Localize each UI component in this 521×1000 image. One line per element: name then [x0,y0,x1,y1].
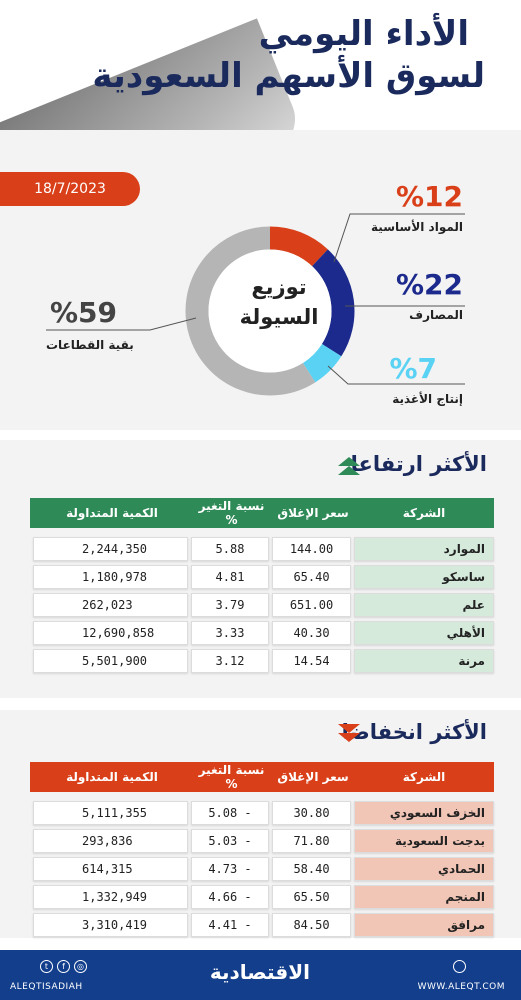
change-pct-cell: 5.03 - [191,829,269,853]
website-link[interactable]: WWW.ALEQT.COM [417,982,505,992]
col-close: سعر الإغلاق [277,506,349,520]
arrow-up-icon [338,457,360,475]
leader-line-others [46,317,197,331]
col-company: الشركة [402,770,446,784]
company-cell: مرنة [354,649,494,673]
losers-title: الأكثر انخفاضا [341,720,487,744]
close-price-cell: 84.50 [272,913,351,937]
close-price-cell: 65.40 [272,565,351,589]
table-row: الأهلي 40.30 3.33 12,690,858 [30,621,494,645]
volume-cell: 3,310,419 [33,913,188,937]
table-row: بدجت السعودية 71.80 5.03 -293,836 [30,829,494,853]
volume-cell: 1,180,978 [33,565,188,589]
donut-center-label: توزيع السيولة [221,272,337,332]
losers-table-header: الشركة سعر الإغلاق نسبة التغير % الكمية … [30,762,494,792]
segment-name-others: بقية القطاعات [46,338,134,352]
social-icons: t f ◎ [40,960,87,973]
col-close: سعر الإغلاق [277,770,349,784]
change-pct-cell: 4.81 [191,565,269,589]
date-badge: 18/7/2023 [0,172,140,206]
table-row: المنجم 65.50 4.66 -1,332,949 [30,885,494,909]
change-pct-cell: 4.41 - [191,913,269,937]
close-price-cell: 71.80 [272,829,351,853]
company-cell: المنجم [354,885,494,909]
company-cell: الخزف السعودي [354,801,494,825]
close-price-cell: 58.40 [272,857,351,881]
company-cell: مرافق [354,913,494,937]
segment-pct-food: %7 [389,352,437,385]
volume-cell: 5,501,900 [33,649,188,673]
volume-cell: 293,836 [33,829,188,853]
table-row: الخزف السعودي 30.80 5.08 -5,111,355 [30,801,494,825]
change-pct-cell: 3.79 [191,593,269,617]
donut-slice-banks [311,249,355,357]
table-row: علم 651.00 3.79 262,023 [30,593,494,617]
publisher-logo: الاقتصادية [209,960,310,984]
change-pct-cell: 3.33 [191,621,269,645]
segment-pct-others: %59 [50,296,118,329]
company-cell: الموارد [354,537,494,561]
close-price-cell: 144.00 [272,537,351,561]
donut-center-line1: توزيع [251,275,307,299]
donut-slice-food [302,343,342,383]
close-price-cell: 651.00 [272,593,351,617]
segment-name-banks: المصارف [409,308,463,322]
volume-cell: 262,023 [33,593,188,617]
table-row: الحمادي 58.40 4.73 -614,315 [30,857,494,881]
volume-cell: 1,332,949 [33,885,188,909]
col-change: نسبة التغير % [198,763,265,791]
facebook-icon[interactable]: f [57,960,70,973]
segment-name-materials: المواد الأساسية [371,220,463,234]
twitter-icon[interactable]: t [40,960,53,973]
page-title: الأداء اليومي [258,14,469,54]
company-cell: ساسكو [354,565,494,589]
globe-icon [453,960,466,973]
segment-name-food: إنتاج الأغذية [392,392,463,406]
page-subtitle: لسوق الأسهم السعودية [92,56,485,96]
gainers-table-header: الشركة سعر الإغلاق نسبة التغير % الكمية … [30,498,494,528]
footer: t f ◎ ALEQTISADIAH الاقتصادية WWW.ALEQT.… [0,950,521,1000]
volume-cell: 12,690,858 [33,621,188,645]
company-cell: الأهلي [354,621,494,645]
col-company: الشركة [402,506,446,520]
change-pct-cell: 4.73 - [191,857,269,881]
change-pct-cell: 5.08 - [191,801,269,825]
table-row: مرنة 14.54 3.12 5,501,900 [30,649,494,673]
instagram-icon[interactable]: ◎ [74,960,87,973]
close-price-cell: 30.80 [272,801,351,825]
segment-pct-materials: %12 [395,180,463,213]
leader-line-materials [333,213,465,263]
donut-center [208,249,332,373]
donut-slice-materials [269,226,328,267]
table-row: ساسكو 65.40 4.81 1,180,978 [30,565,494,589]
change-pct-cell: 4.66 - [191,885,269,909]
col-volume: الكمية المتداولة [66,506,158,520]
arrow-down-icon [338,724,360,742]
close-price-cell: 40.30 [272,621,351,645]
close-price-cell: 14.54 [272,649,351,673]
volume-cell: 614,315 [33,857,188,881]
company-cell: علم [354,593,494,617]
table-row: الموارد 144.00 5.88 2,244,350 [30,537,494,561]
col-change: نسبة التغير % [198,499,265,527]
company-cell: بدجت السعودية [354,829,494,853]
social-handle[interactable]: ALEQTISADIAH [10,982,83,992]
change-pct-cell: 5.88 [191,537,269,561]
table-row: مرافق 84.50 4.41 -3,310,419 [30,913,494,937]
company-cell: الحمادي [354,857,494,881]
leader-line-food [327,365,465,385]
gainers-title: الأكثر ارتفاعا [350,452,487,476]
donut-slice-others [185,226,316,396]
change-pct-cell: 3.12 [191,649,269,673]
segment-pct-banks: %22 [395,268,463,301]
close-price-cell: 65.50 [272,885,351,909]
donut-center-line2: السيولة [239,305,319,329]
volume-cell: 2,244,350 [33,537,188,561]
volume-cell: 5,111,355 [33,801,188,825]
col-volume: الكمية المتداولة [66,770,158,784]
